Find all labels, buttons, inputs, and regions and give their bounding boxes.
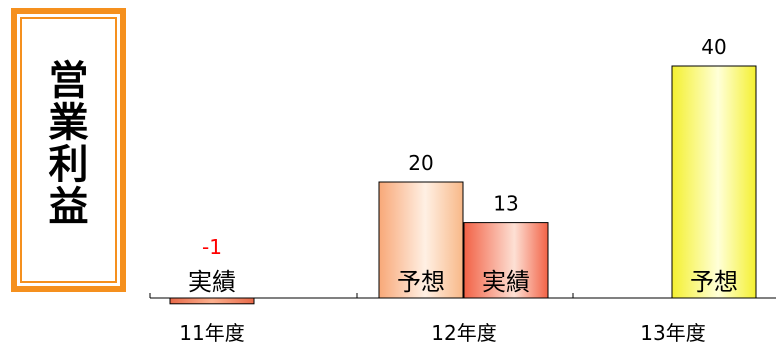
label-box-inner-border: [20, 17, 117, 283]
bar-kind-label-4: 予想: [690, 268, 738, 296]
vertical-title: 営 業 利 益: [17, 60, 120, 228]
bar-kind-label-2: 予想: [397, 268, 445, 296]
title-char-1: 営: [48, 58, 89, 104]
bar-2: [378, 181, 464, 299]
category-label-1: 11年度: [179, 321, 244, 345]
title-char-2: 業: [48, 100, 89, 146]
bar-kind-label-3: 実績: [482, 268, 530, 296]
bar-value-label-1: -1: [202, 235, 222, 259]
bar-value-label-2: 20: [408, 151, 433, 175]
bar-value-label-4: 40: [701, 35, 726, 59]
bar-value-label-3: 13: [493, 192, 518, 216]
bar-1: [169, 297, 255, 305]
bar-4: [671, 65, 757, 299]
operating-profit-label-box: 営 業 利 益: [11, 8, 126, 292]
bar-kind-label-1: 実績: [188, 268, 236, 296]
title-char-4: 益: [48, 184, 89, 230]
title-char-3: 利: [48, 142, 89, 188]
category-label-3: 13年度: [640, 321, 705, 345]
bar-3: [463, 222, 549, 299]
category-label-2: 12年度: [431, 321, 496, 345]
